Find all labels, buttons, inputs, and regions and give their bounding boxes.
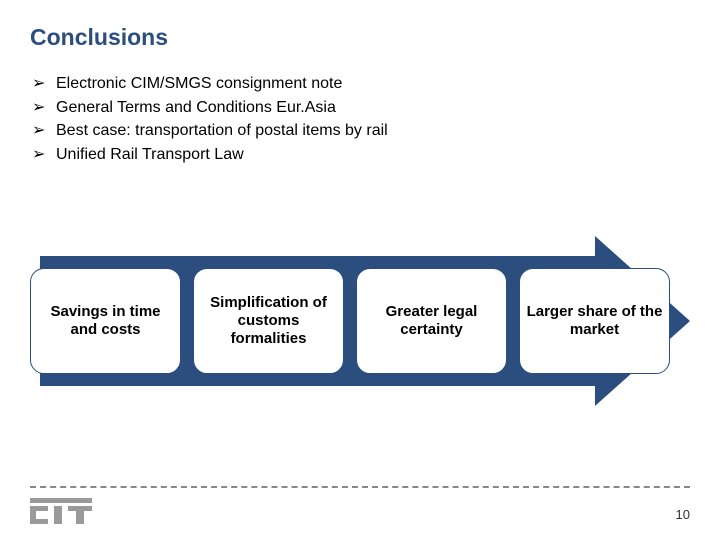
bullet-text: Unified Rail Transport Law [56, 144, 244, 166]
bullet-text: Electronic CIM/SMGS consignment note [56, 73, 342, 95]
benefit-box: Greater legal certainty [356, 268, 507, 374]
benefit-box: Simplification of customs formalities [193, 268, 344, 374]
cit-logo-icon [30, 498, 92, 524]
bullet-marker-icon: ➢ [32, 73, 56, 95]
list-item: ➢ Best case: transportation of postal it… [32, 120, 690, 142]
benefit-box: Savings in time and costs [30, 268, 181, 374]
bullet-list: ➢ Electronic CIM/SMGS consignment note ➢… [32, 73, 690, 165]
footer-logo [30, 498, 92, 524]
arrow-boxes: Savings in time and costs Simplification… [30, 268, 670, 374]
arrow-diagram: Savings in time and costs Simplification… [30, 236, 690, 406]
footer-divider [30, 486, 690, 488]
benefit-box: Larger share of the market [519, 268, 670, 374]
bullet-marker-icon: ➢ [32, 120, 56, 142]
bullet-text: Best case: transportation of postal item… [56, 120, 388, 142]
bullet-marker-icon: ➢ [32, 97, 56, 119]
list-item: ➢ Unified Rail Transport Law [32, 144, 690, 166]
slide: Conclusions ➢ Electronic CIM/SMGS consig… [0, 0, 720, 540]
bullet-text: General Terms and Conditions Eur.Asia [56, 97, 336, 119]
page-number: 10 [676, 507, 690, 522]
bullet-marker-icon: ➢ [32, 144, 56, 166]
page-title: Conclusions [30, 24, 690, 51]
list-item: ➢ Electronic CIM/SMGS consignment note [32, 73, 690, 95]
list-item: ➢ General Terms and Conditions Eur.Asia [32, 97, 690, 119]
